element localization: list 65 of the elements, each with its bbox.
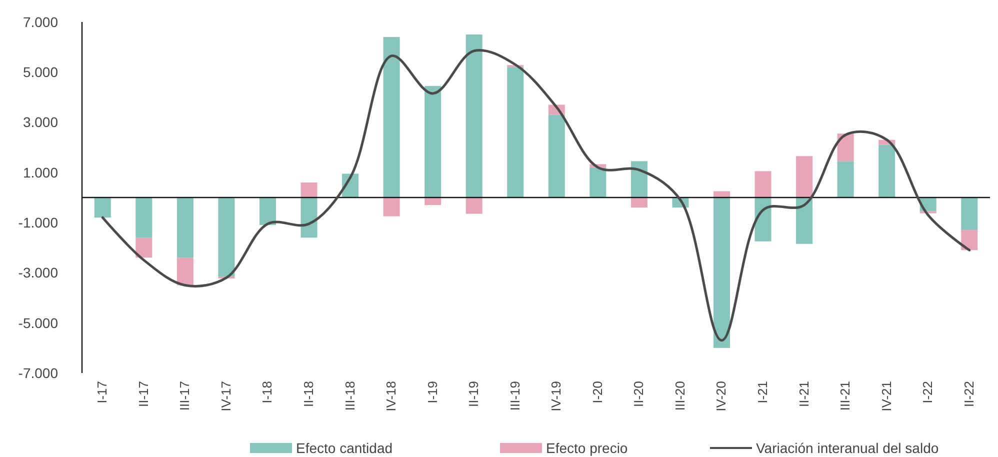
- bar: [176, 198, 194, 258]
- y-tick-label: -1.000: [18, 214, 58, 230]
- bar: [300, 182, 318, 198]
- bar: [961, 198, 978, 230]
- bar: [837, 134, 854, 162]
- bar: [218, 198, 235, 276]
- bar: [630, 198, 648, 208]
- x-tick-label: III-19: [507, 381, 522, 411]
- bar: [424, 86, 442, 198]
- bar: [383, 198, 400, 216]
- x-tick-label: IV-20: [714, 381, 729, 412]
- bar: [259, 198, 276, 226]
- legend-label: Variación interanual del saldo: [756, 440, 939, 456]
- y-tick-label: -7.000: [18, 364, 58, 381]
- bar: [878, 144, 896, 198]
- x-tick-label: I-18: [260, 381, 275, 404]
- x-tick-label: III-20: [672, 381, 688, 411]
- y-tick-label: 3.000: [22, 114, 58, 130]
- x-tick-label: II-20: [631, 381, 646, 408]
- bar: [300, 198, 318, 238]
- y-tick-label: 7.000: [22, 14, 58, 30]
- bar: [176, 258, 194, 286]
- bar: [713, 198, 730, 348]
- x-tick-label: I-20: [590, 381, 605, 404]
- x-tick-label: II-22: [961, 381, 976, 408]
- y-tick-label: 5.000: [22, 64, 58, 80]
- bar: [630, 161, 648, 198]
- bar: [383, 37, 400, 198]
- x-tick-label: II-21: [796, 381, 812, 408]
- x-tick-label: I-22: [920, 381, 936, 404]
- x-tick-label: II-18: [301, 381, 316, 408]
- y-tick-label: -5.000: [18, 314, 58, 331]
- x-tick-label: IV-19: [548, 381, 564, 412]
- bar: [837, 161, 854, 198]
- x-tick-label: I-17: [94, 381, 110, 404]
- bar: [466, 34, 482, 198]
- x-tick-label: I-19: [424, 381, 440, 404]
- bar: [796, 198, 813, 244]
- bar: [94, 198, 111, 218]
- line-series: [101, 49, 971, 342]
- y-tick-label: -3.000: [18, 264, 58, 281]
- legend-label: Efecto cantidad: [296, 440, 393, 456]
- y-tick-label: 1.000: [22, 164, 58, 180]
- bar: [961, 230, 978, 250]
- bar: [136, 238, 152, 258]
- bar: [754, 171, 772, 198]
- bar: [424, 198, 442, 206]
- x-tick-label: IV-18: [384, 381, 399, 412]
- x-tick-label: II-17: [136, 381, 151, 408]
- x-tick-label: IV-17: [218, 381, 234, 412]
- bar: [466, 198, 482, 214]
- x-tick-label: III-18: [342, 381, 358, 411]
- bar: [754, 198, 772, 242]
- bar: [136, 198, 152, 238]
- bar: [796, 156, 813, 198]
- x-tick-label: IV-21: [878, 381, 894, 412]
- x-tick-label: II-19: [466, 381, 482, 408]
- legend-label: Efecto precio: [546, 440, 628, 456]
- bar: [590, 167, 606, 198]
- x-tick-label: III-21: [838, 381, 853, 411]
- bar: [713, 191, 730, 198]
- x-tick-label: III-17: [177, 381, 192, 411]
- bar: [507, 67, 524, 198]
- bar: [548, 114, 565, 198]
- x-tick-label: I-21: [755, 381, 770, 404]
